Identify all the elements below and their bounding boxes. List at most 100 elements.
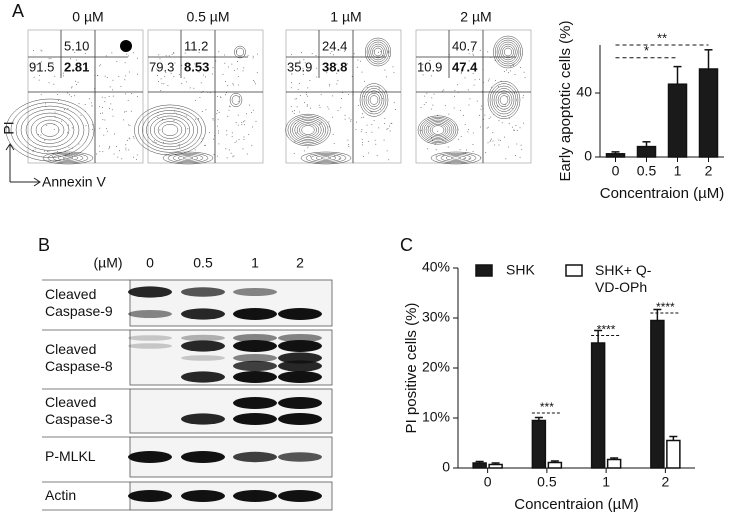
- flow-dot: [514, 74, 516, 76]
- flow-dot: [115, 146, 117, 148]
- flow-dot: [128, 149, 130, 151]
- quadrant-value: 24.4: [322, 38, 347, 53]
- flow-dot: [309, 107, 311, 109]
- flow-dot: [333, 142, 335, 144]
- flow-dot: [109, 146, 111, 148]
- flow-contour: [10, 102, 90, 158]
- flow-dot: [76, 70, 78, 72]
- flow-dot: [178, 74, 180, 76]
- flow-dot: [467, 89, 469, 91]
- flow-dot: [233, 155, 235, 157]
- flow-dot: [217, 95, 219, 97]
- flow-dot: [194, 63, 196, 65]
- bar: [472, 462, 487, 469]
- flow-dot: [125, 93, 127, 95]
- flow-dot: [80, 114, 82, 116]
- flow-dot: [52, 64, 54, 66]
- flow-dot: [198, 51, 200, 53]
- flow-dot: [162, 141, 164, 143]
- flow-dot: [202, 90, 204, 92]
- flow-dot: [92, 128, 94, 130]
- flow-dot: [83, 70, 85, 72]
- flow-dot: [68, 146, 70, 148]
- flow-dot: [187, 128, 189, 130]
- flow-dot: [365, 132, 367, 134]
- flow-contour: [134, 104, 206, 156]
- flow-contour: [229, 92, 243, 108]
- flow-dot: [219, 96, 221, 98]
- flow-dot: [437, 130, 439, 132]
- flow-dot: [476, 100, 478, 102]
- flow-dot: [124, 62, 126, 64]
- blot-band: [128, 310, 172, 318]
- flow-dot: [299, 60, 301, 62]
- flow-dot: [252, 79, 254, 81]
- flow-contour: [47, 152, 89, 164]
- flow-dot: [212, 67, 214, 69]
- x-tick-label: 2: [705, 163, 713, 179]
- flow-dot: [508, 72, 510, 74]
- flow-dot: [505, 69, 507, 71]
- flow-dot: [424, 95, 426, 97]
- legend-swatch: [475, 264, 493, 277]
- flow-dot: [63, 75, 65, 77]
- flow-dot: [53, 129, 55, 131]
- flow-dot: [99, 150, 101, 152]
- flow-contour: [177, 155, 199, 161]
- y-tick-label: 10%: [422, 409, 450, 425]
- flow-dot: [447, 146, 449, 148]
- bar: [666, 439, 681, 469]
- flow-dot: [422, 74, 424, 76]
- flow-contours: [417, 35, 526, 165]
- flow-dot: [236, 140, 238, 142]
- quadrant-value: 91.5: [29, 59, 54, 74]
- flow-dot: [225, 94, 227, 96]
- flow-contour: [5, 98, 95, 162]
- flow-dot: [427, 126, 429, 128]
- flow-dot: [99, 106, 101, 108]
- flow-contour: [493, 35, 523, 69]
- flow-contour: [305, 152, 347, 164]
- blot-frame: [129, 388, 333, 434]
- flow-dot: [328, 85, 330, 87]
- flow-dot: [508, 122, 510, 124]
- flow-dot: [238, 100, 240, 102]
- flow-dot: [430, 108, 432, 110]
- flow-dot: [304, 62, 306, 64]
- flow-dot: [385, 76, 387, 78]
- flow-dot: [339, 49, 341, 51]
- flow-dot: [194, 99, 196, 101]
- x-axis-label: Concentraion (µM): [600, 185, 725, 202]
- flow-contour: [320, 156, 332, 160]
- flow-contour: [429, 123, 447, 137]
- flow-dot: [255, 83, 257, 85]
- flow-dot: [77, 81, 79, 83]
- flow-dot: [34, 148, 36, 150]
- flow-contours: [285, 37, 397, 165]
- flow-dot: [165, 153, 167, 155]
- flow-dot: [337, 79, 339, 81]
- flow-dot: [67, 92, 69, 94]
- flow-dot: [231, 63, 233, 65]
- flow-dot: [479, 126, 481, 128]
- flow-contour: [417, 115, 459, 145]
- flow-dot: [471, 51, 473, 53]
- flow-dot: [378, 88, 380, 90]
- flow-dot: [232, 156, 234, 158]
- flow-contour: [361, 85, 387, 115]
- flow-dot: [497, 85, 499, 87]
- flow-dot: [118, 76, 120, 78]
- flow-dot: [311, 53, 313, 55]
- flow-contour: [25, 112, 75, 148]
- flow-dot: [318, 104, 320, 106]
- blot-band: [181, 451, 225, 463]
- flow-contour: [489, 83, 519, 117]
- flow-contour: [494, 37, 522, 67]
- flow-dot: [426, 92, 428, 94]
- flow-contours: [5, 49, 139, 165]
- flow-dot: [237, 114, 239, 116]
- flow-dot: [523, 122, 525, 124]
- flow-dot: [50, 58, 52, 60]
- flow-contour: [146, 112, 194, 148]
- x-tick-label: 0.5: [637, 163, 657, 179]
